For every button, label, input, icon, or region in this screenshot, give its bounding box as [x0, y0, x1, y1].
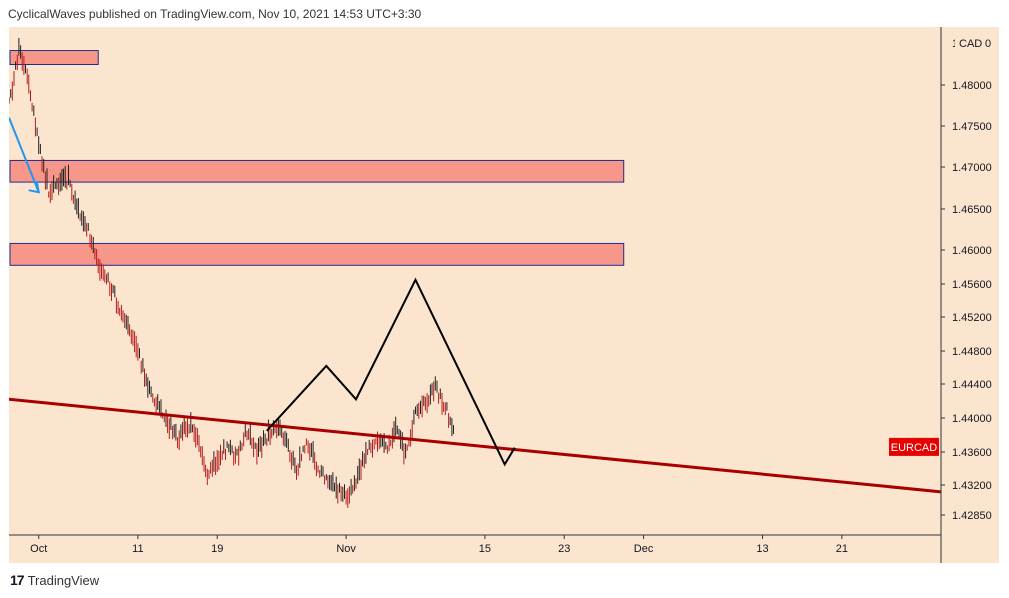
- currency-label-bg: [955, 35, 983, 51]
- footer-brand: TradingView: [27, 572, 100, 588]
- y-tick-label: 1.45200: [952, 312, 992, 324]
- projection-path: [266, 277, 516, 467]
- y-tick-label: 1.46000: [952, 245, 992, 257]
- x-tick-label: Oct: [30, 543, 47, 555]
- y-tick-label: 1.44000: [952, 413, 992, 425]
- x-tick-label: 11: [132, 543, 143, 555]
- x-tick-label: 19: [211, 543, 223, 555]
- arrow-line: [8, 117, 40, 193]
- symbol-badge: [889, 437, 939, 456]
- symbol-badge-label: EURCAD: [891, 442, 938, 454]
- x-tick-label: 13: [756, 543, 768, 555]
- y-tick-label: 1.43200: [952, 480, 992, 492]
- projection-group: [8, 117, 516, 467]
- x-tick-label: 21: [836, 543, 848, 555]
- candlestick-chart[interactable]: 1.48000 1.47500 1.47000 1.46500 1.46000 1.456…: [8, 27, 999, 563]
- x-tick-label: 15: [479, 543, 491, 555]
- arrow-head-icon: [28, 181, 40, 194]
- y-tick-label: 1.43600: [952, 447, 992, 459]
- y-tick-label: 1.47500: [952, 121, 992, 133]
- support-trendline: [8, 397, 942, 494]
- tradingview-logo-icon: 17: [10, 572, 25, 588]
- footer: 17 TradingView: [10, 572, 99, 588]
- x-tick-label: 23: [558, 543, 570, 555]
- supply-zone-2: [9, 159, 625, 183]
- trendline-group: [8, 397, 942, 494]
- y-tick-label: 1.45600: [952, 279, 992, 291]
- currency-label: CAD: [959, 38, 982, 50]
- x-tick-label: Dec: [634, 543, 654, 555]
- y-tick-label: 1.46500: [952, 204, 992, 216]
- supply-zone-1: [9, 50, 99, 65]
- y-tick-label: 1.44800: [952, 346, 992, 358]
- price-candles: [8, 38, 454, 508]
- x-tick-label: Nov: [336, 543, 356, 555]
- y-tick-label: 1.42850: [952, 510, 992, 522]
- publish-info: CyclicalWaves published on TradingView.c…: [8, 7, 422, 21]
- y-axis-top-label-tail: 0: [985, 38, 991, 50]
- y-tick-label: 1.48000: [952, 80, 992, 92]
- y-tick-label: 1.44400: [952, 379, 992, 391]
- axes: 1.48000 1.47500 1.47000 1.46500 1.46000 1.456…: [9, 27, 992, 563]
- supply-zone-3: [9, 242, 625, 266]
- chart-area[interactable]: 1.48000 1.47500 1.47000 1.46500 1.46000 1.456…: [8, 27, 999, 563]
- supply-zones: [9, 50, 625, 266]
- y-tick-label: 1.47000: [952, 162, 992, 174]
